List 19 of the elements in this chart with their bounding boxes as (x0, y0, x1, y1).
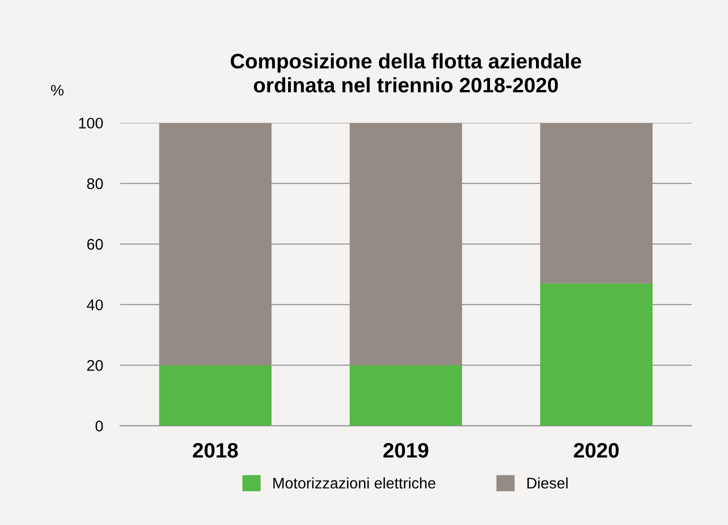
y-axis-title: % (51, 84, 64, 96)
y-tick-label: 100 (79, 118, 103, 129)
y-tick-label: 80 (87, 178, 103, 190)
legend-label: Motorizzazioni elettriche (273, 477, 436, 489)
bar (159, 365, 272, 426)
bar (350, 365, 462, 426)
x-tick-label: 2018 (192, 442, 238, 458)
bar (540, 122, 653, 284)
x-tick-label: 2019 (383, 442, 428, 458)
legend-label: Diesel (527, 477, 568, 489)
bar (540, 283, 653, 426)
chart-title: Composizione della flotta aziendale ordinata nel triennio 2018-2020 (230, 53, 582, 92)
y-tick-label: 20 (87, 360, 103, 371)
y-tick-label: 0 (96, 420, 103, 432)
x-tick-label: 2020 (574, 442, 619, 458)
bar (350, 122, 462, 366)
y-tick-label: 60 (87, 238, 103, 250)
bar (159, 122, 272, 366)
y-tick-label: 40 (86, 299, 103, 310)
